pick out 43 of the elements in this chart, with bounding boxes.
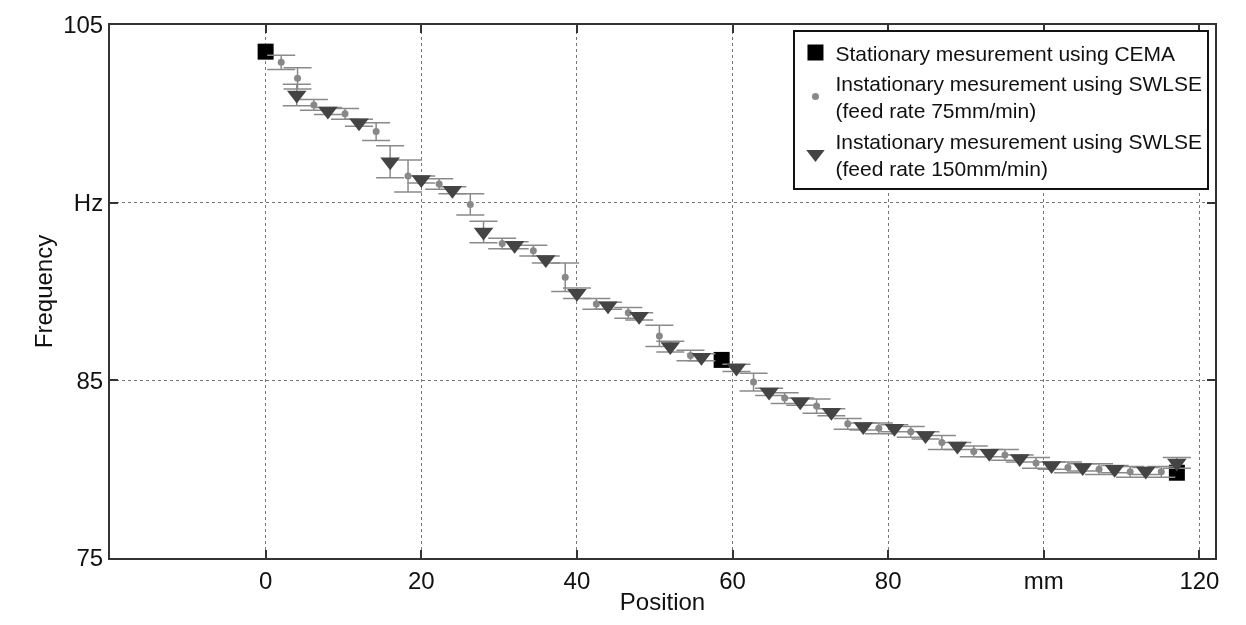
point: [372, 128, 380, 136]
x-tick-label: 40: [563, 566, 591, 594]
legend-label: Stationary mesurement using CEMA: [835, 41, 1176, 65]
point: [318, 106, 338, 120]
point: [875, 424, 883, 432]
point: [1167, 458, 1187, 472]
point: [1157, 468, 1165, 476]
y-tick-label: 75: [76, 544, 104, 572]
x-tick-label: 120: [1179, 566, 1220, 594]
x-tick-label: mm: [1023, 566, 1064, 594]
x-tick-label: 80: [874, 566, 902, 594]
point: [1064, 463, 1072, 471]
x-tick-label: 0: [258, 566, 273, 594]
point: [1126, 468, 1134, 476]
point: [970, 447, 978, 455]
point: [529, 247, 537, 255]
legend-label: Instationary mesurement using SWLSE (feed rate 75mm/min): [835, 71, 1202, 123]
legend-label: Instationary mesurement using SWLSE (feed rate 150mm/min): [835, 129, 1202, 180]
x-tick-label: 20: [407, 566, 435, 594]
point: [466, 200, 474, 208]
point: [294, 74, 302, 82]
y-tick-label: 105: [63, 11, 104, 39]
point: [844, 420, 852, 428]
point: [813, 402, 821, 410]
point: [655, 332, 663, 340]
point: [380, 157, 400, 171]
point: [349, 118, 369, 132]
point: [713, 351, 730, 368]
point: [341, 110, 349, 118]
x-axis-title: Position: [619, 587, 706, 615]
point: [750, 378, 758, 386]
x-tick-label: 60: [719, 566, 746, 594]
point: [561, 273, 569, 281]
point: [1095, 465, 1103, 473]
point: [598, 301, 618, 315]
point: [310, 101, 318, 109]
point: [938, 439, 946, 447]
point: [257, 43, 274, 60]
point: [759, 387, 779, 401]
y-tick-label: Hz: [73, 189, 104, 217]
y-tick-label: 85: [76, 366, 104, 394]
y-axis-title: Frequency: [29, 234, 57, 349]
point: [277, 58, 285, 66]
